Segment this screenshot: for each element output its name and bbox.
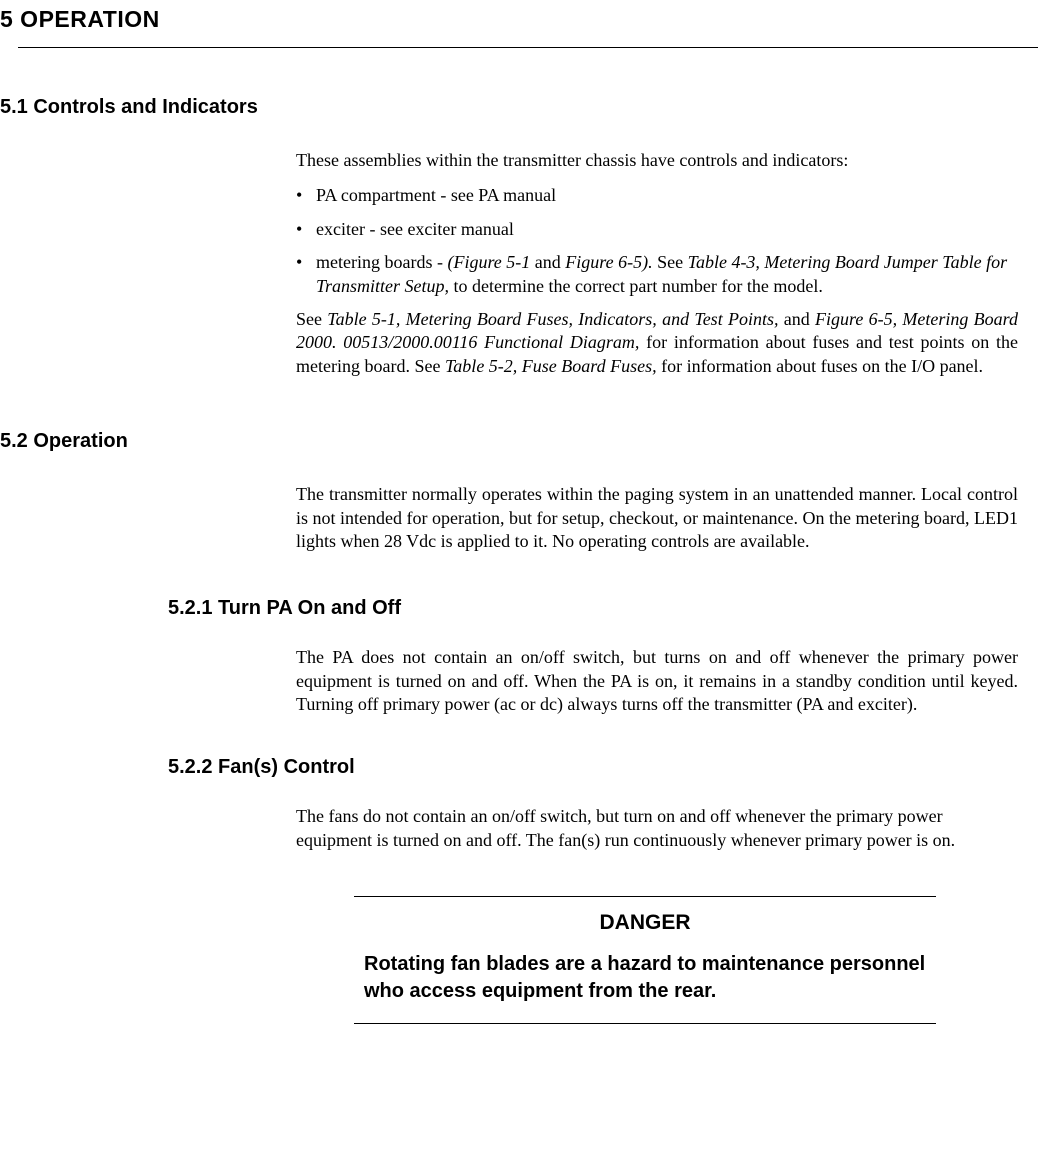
danger-box: DANGER Rotating fan blades are a hazard … <box>354 896 936 1024</box>
bullet-text: metering boards - (Figure 5-1 and Figure… <box>316 251 1018 298</box>
text-segment: See <box>653 252 688 272</box>
text-segment: and <box>530 252 565 272</box>
danger-text: Rotating fan blades are a hazard to main… <box>364 951 926 1005</box>
bullet-icon: • <box>296 184 316 207</box>
bullet-item: • exciter - see exciter manual <box>296 218 1018 241</box>
italic-ref: (Figure 5-1 <box>447 252 530 272</box>
text-segment: See <box>296 309 327 329</box>
text-segment: and <box>778 309 815 329</box>
bullet-item: • PA compartment - see PA manual <box>296 184 1018 207</box>
danger-title: DANGER <box>354 911 936 935</box>
italic-ref: Table 5-2, Fuse Board Fuses, <box>445 356 657 376</box>
section-5-2-2-text: The fans do not contain an on/off switch… <box>296 805 1018 852</box>
section-5-2-1-body: The PA does not contain an on/off switch… <box>296 646 1018 716</box>
section-5-1-body: These assemblies within the transmitter … <box>296 149 1018 378</box>
bullet-text: PA compartment - see PA manual <box>316 184 1018 207</box>
section-5-2-1-heading: 5.2.1 Turn PA On and Off <box>168 597 1046 620</box>
danger-top-rule <box>354 896 936 897</box>
danger-bottom-rule <box>354 1023 936 1024</box>
section-5-2-heading: 5.2 Operation <box>0 430 1046 453</box>
section-5-2-2-heading: 5.2.2 Fan(s) Control <box>168 756 1046 779</box>
bullet-item: • metering boards - (Figure 5-1 and Figu… <box>296 251 1018 298</box>
text-segment: to determine the correct part number for… <box>449 276 823 296</box>
text-segment: metering boards - <box>316 252 447 272</box>
page-title: 5 OPERATION <box>0 6 1046 33</box>
section-5-1-heading: 5.1 Controls and Indicators <box>0 96 1046 119</box>
section-5-2-intro: The transmitter normally operates within… <box>296 483 1018 553</box>
bullet-text: exciter - see exciter manual <box>316 218 1018 241</box>
italic-ref: Table 5-1, Metering Board Fuses, Indicat… <box>327 309 778 329</box>
section-5-2-2-body: The fans do not contain an on/off switch… <box>296 805 1018 852</box>
title-rule <box>18 47 1038 48</box>
section-5-1-bullets: • PA compartment - see PA manual • excit… <box>296 184 1018 298</box>
section-5-2-1-text: The PA does not contain an on/off switch… <box>296 646 1018 716</box>
section-5-1-para2: See Table 5-1, Metering Board Fuses, Ind… <box>296 308 1018 378</box>
bullet-icon: • <box>296 218 316 241</box>
text-segment: for information about fuses on the I/O p… <box>657 356 983 376</box>
bullet-icon: • <box>296 251 316 274</box>
italic-ref: Figure 6-5). <box>565 252 652 272</box>
section-5-2-intro-block: The transmitter normally operates within… <box>296 483 1018 553</box>
section-5-1-intro: These assemblies within the transmitter … <box>296 149 1018 172</box>
